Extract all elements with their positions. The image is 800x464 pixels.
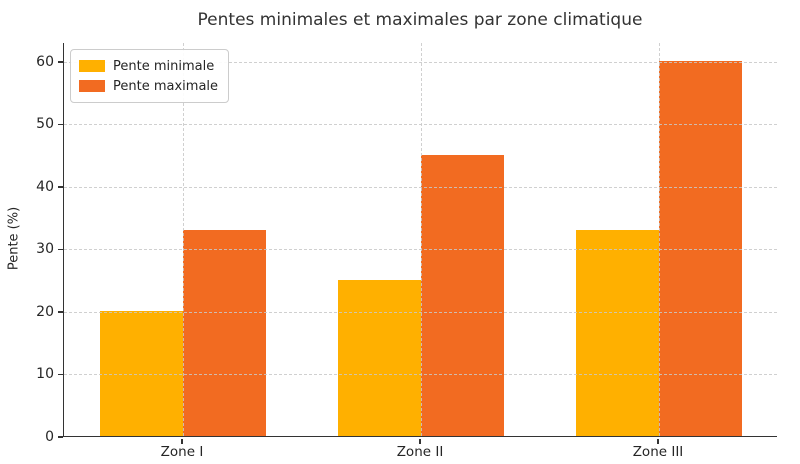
legend-item-1: Pente minimale — [79, 56, 218, 76]
y-tick-label-10: 10 — [36, 366, 54, 383]
y-tick-mark-40 — [58, 186, 63, 188]
bar-min-2 — [337, 279, 421, 436]
bar-max-1 — [183, 229, 267, 436]
legend-swatch-1 — [79, 60, 105, 72]
x-tick-mark-3 — [657, 438, 659, 444]
y-tick-label-20: 20 — [36, 303, 54, 320]
y-tick-mark-20 — [58, 311, 63, 313]
legend-label-2: Pente maximale — [113, 78, 219, 94]
y-tick-mark-30 — [58, 248, 63, 251]
legend: Pente minimale Pente maximale — [70, 49, 230, 103]
plot-area — [63, 43, 777, 437]
x-tick-label-3: Zone III — [632, 444, 684, 460]
y-tick-label-40: 40 — [36, 178, 54, 195]
chart-title: Pentes minimales et maximales par zone c… — [197, 10, 643, 30]
y-axis-label: Pente (%) — [6, 206, 22, 271]
x-tick-label-2: Zone II — [396, 444, 444, 460]
bar-max-3 — [659, 60, 743, 436]
y-tick-label-0: 0 — [45, 429, 54, 445]
x-tick-mark-2 — [419, 438, 421, 444]
y-tick-label-60: 60 — [36, 53, 54, 70]
y-tick-mark-0 — [58, 436, 63, 438]
legend-label-1: Pente minimale — [113, 58, 215, 74]
y-tick-label-30: 30 — [36, 241, 54, 258]
y-tick-mark-50 — [58, 123, 63, 126]
legend-item-2: Pente maximale — [79, 76, 218, 96]
legend-swatch-2 — [79, 80, 105, 92]
y-tick-label-50: 50 — [36, 116, 54, 133]
x-tick-mark-1 — [181, 438, 183, 444]
bar-min-3 — [575, 229, 659, 436]
y-tick-mark-10 — [58, 373, 63, 376]
x-tick-label-1: Zone I — [160, 444, 204, 460]
y-tick-mark-60 — [58, 60, 63, 63]
bar-max-2 — [421, 154, 505, 436]
bar-min-1 — [99, 310, 183, 436]
